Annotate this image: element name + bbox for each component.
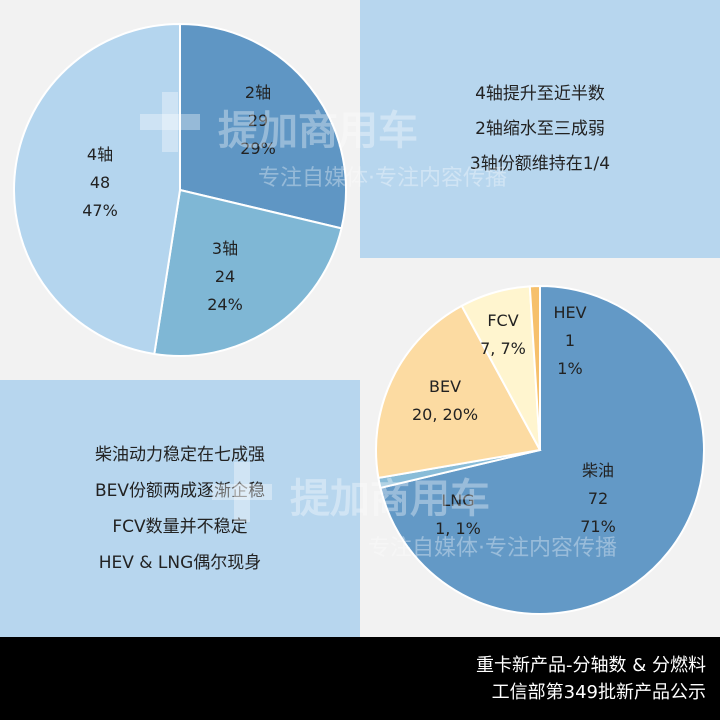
- fuel-summary-panel: 柴油动力稳定在七成强 BEV份额两成逐渐企稳 FCV数量并不稳定 HEV & L…: [0, 380, 360, 637]
- fuel-note-2: BEV份额两成逐渐企稳: [94, 480, 266, 501]
- pie-label-3: FCV 7, 7%: [480, 311, 526, 358]
- fuel-note-1: 柴油动力稳定在七成强: [95, 444, 265, 465]
- pie-label-2: BEV 20, 20%: [412, 377, 478, 424]
- pie-slice-2: [375, 304, 542, 480]
- pie-slice-4: [528, 284, 541, 451]
- axle-note-1: 4轴提升至近半数: [475, 83, 605, 104]
- pie-label-0: 2轴 29 29%: [240, 83, 276, 158]
- pie-slice-2: [13, 22, 181, 356]
- footer-caption: 重卡新产品-分轴数 & 分燃料 工信部第349批新产品公示: [0, 637, 720, 720]
- pie-slice-0: [379, 284, 705, 615]
- fuel-note-4: HEV & LNG偶尔现身: [98, 552, 262, 573]
- pie-slice-1: [153, 188, 343, 357]
- axle-note-2: 2轴缩水至三成弱: [475, 118, 605, 139]
- pie-label-1: LNG 1, 1%: [435, 491, 481, 538]
- pie-label-0: 柴油 72 71%: [580, 461, 616, 536]
- axle-summary-panel: 4轴提升至近半数 2轴缩水至三成弱 3轴份额维持在1/4: [360, 0, 720, 258]
- pie-slice-0: [179, 22, 347, 230]
- footer-title: 重卡新产品-分轴数 & 分燃料: [476, 654, 706, 676]
- pie-label-4: HEV 1 1%: [553, 303, 586, 378]
- fuel-note-3: FCV数量并不稳定: [112, 516, 248, 537]
- axle-note-3: 3轴份额维持在1/4: [469, 153, 611, 174]
- pie-label-1: 3轴 24 24%: [207, 239, 243, 314]
- pie-label-2: 4轴 48 47%: [82, 145, 118, 220]
- footer-subtitle: 工信部第349批新产品公示: [491, 681, 706, 703]
